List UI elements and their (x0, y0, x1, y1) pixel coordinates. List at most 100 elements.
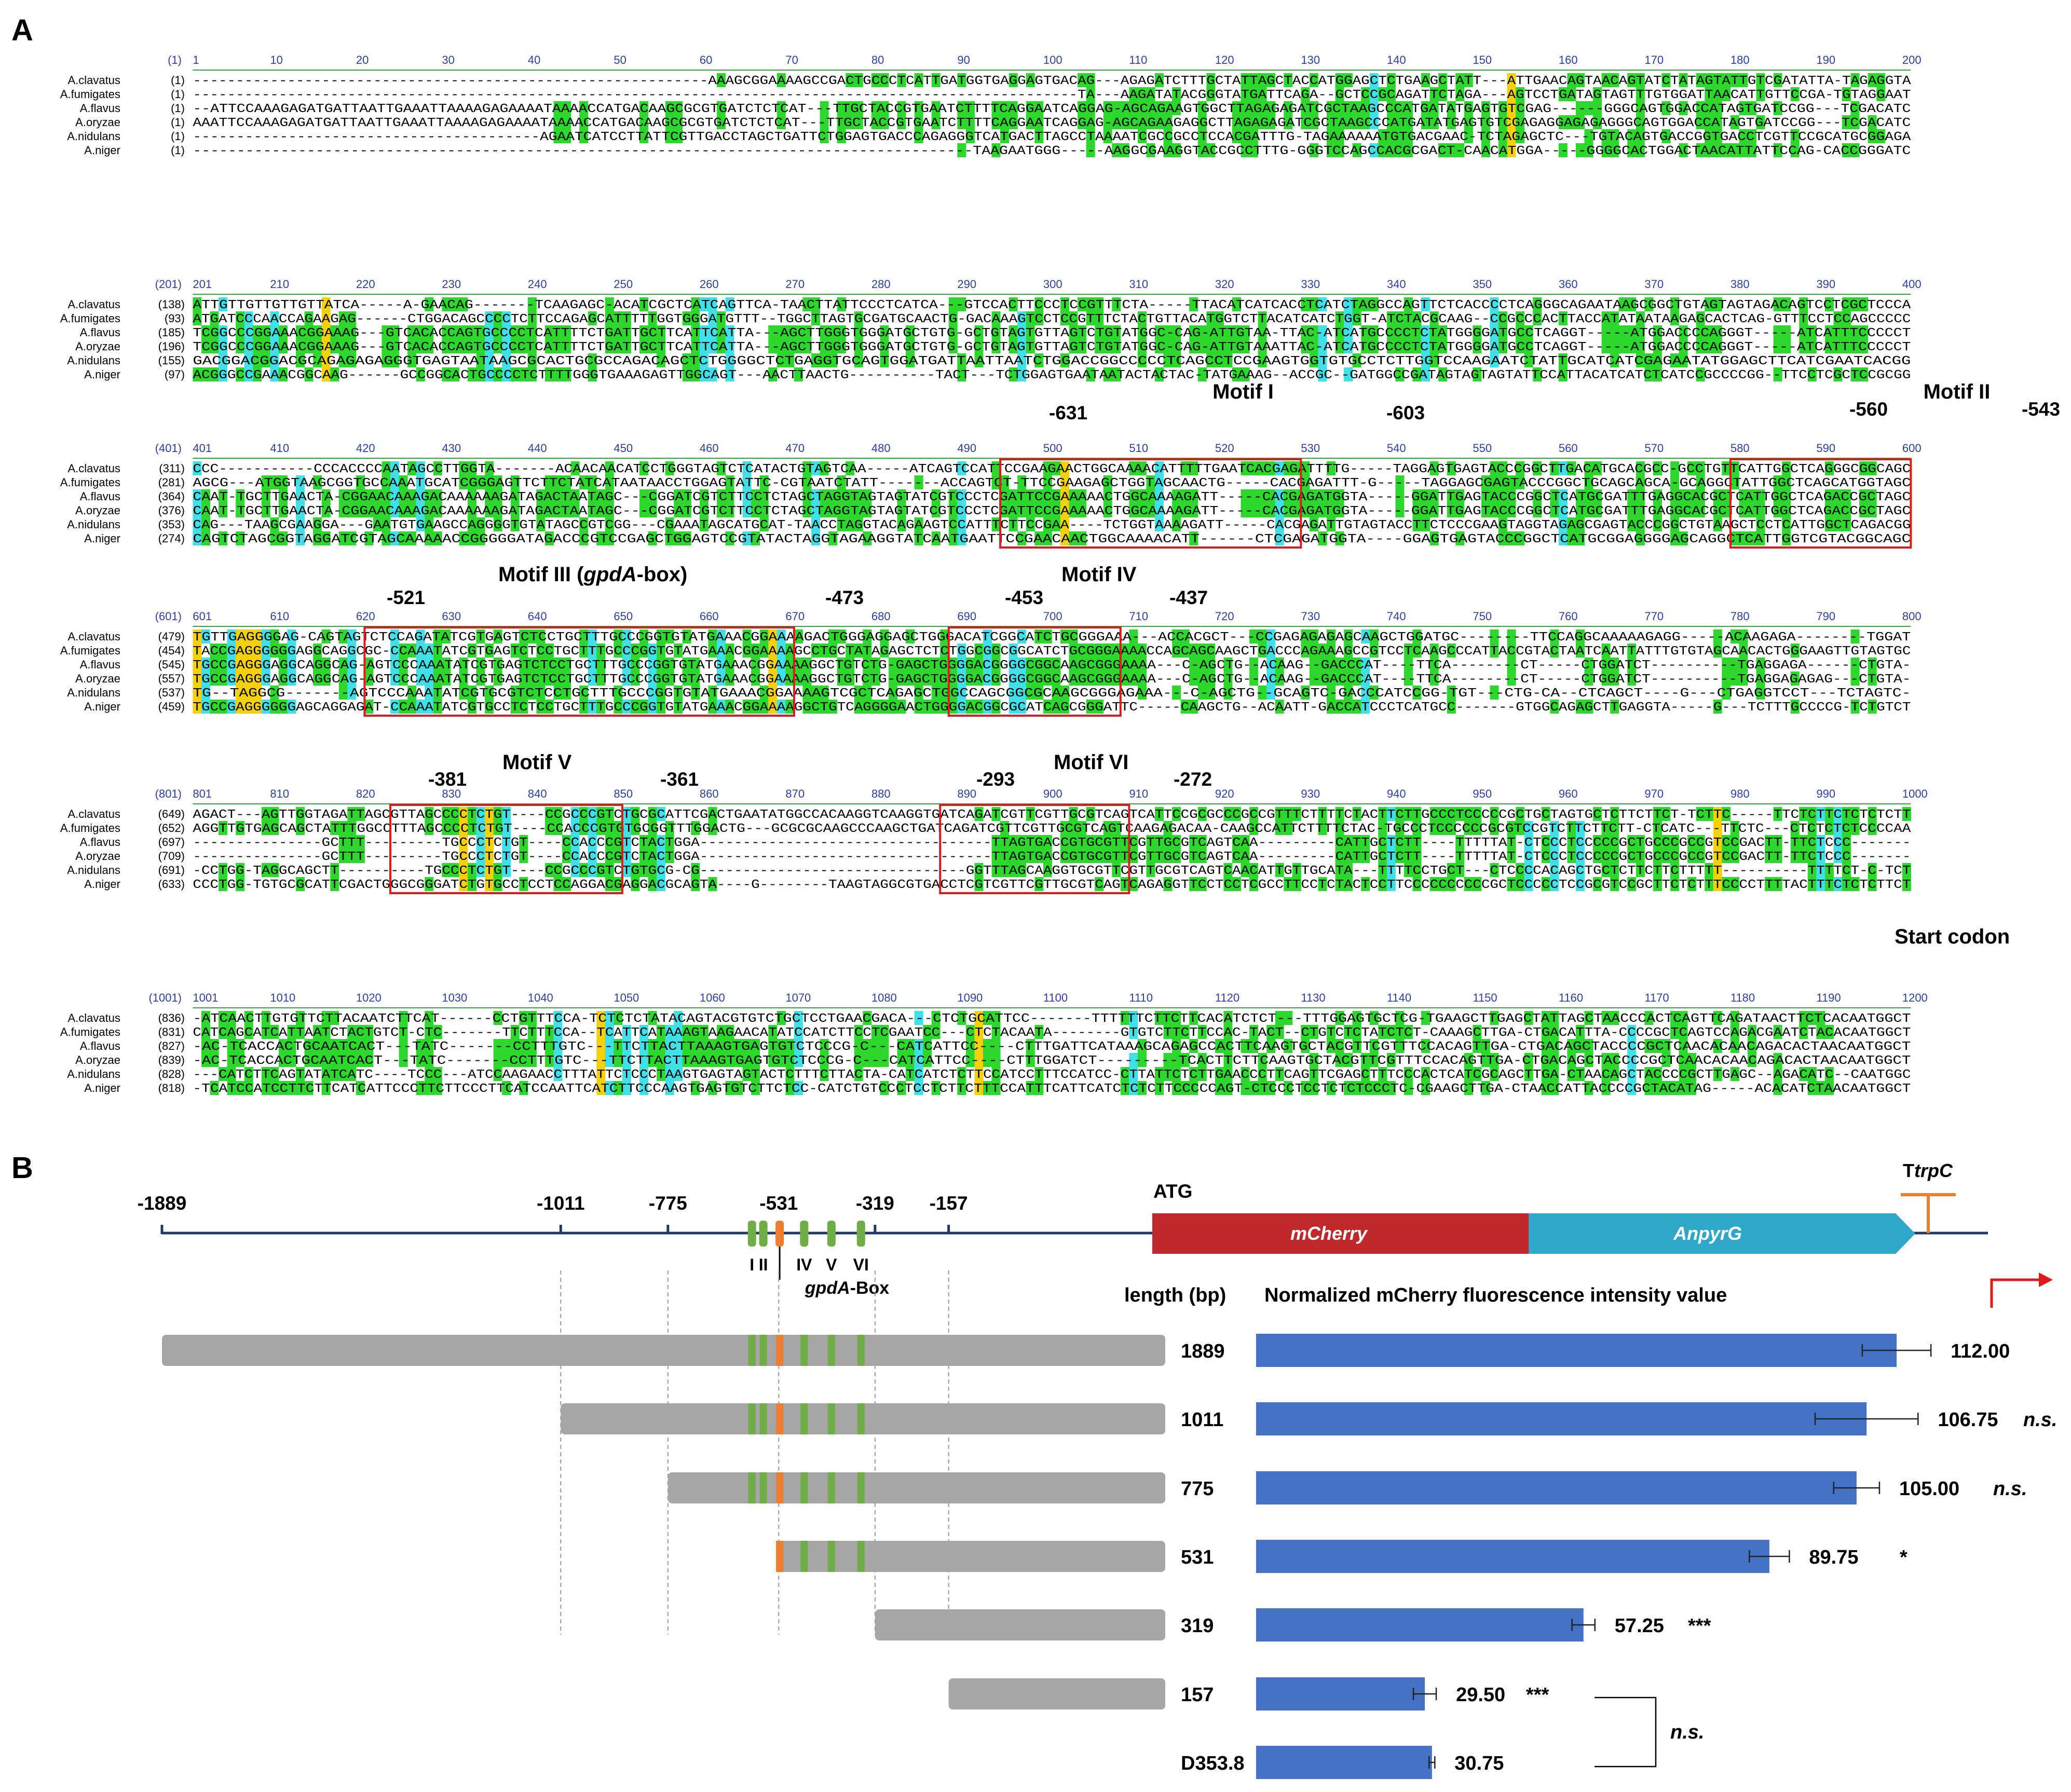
sequence-row: AGACT---AGTTGGTAGATTAGCGTTAGCCCCTCTGT---… (193, 808, 1911, 822)
species-label: A.oryzae (75, 504, 120, 517)
tick-label: 100 (1043, 53, 1062, 66)
tick-label: 1 (193, 53, 199, 66)
tick-label: 750 (1473, 610, 1492, 623)
tick-label: 630 (442, 610, 461, 623)
start-position: (1) (171, 144, 185, 157)
species-label: A.oryzae (75, 850, 120, 863)
motif-label: Motif II (1924, 380, 1991, 403)
bar-value-label: 105.00 (1899, 1478, 1959, 1500)
tick-label: 380 (1731, 278, 1750, 291)
bracket-label: n.s. (1670, 1721, 1704, 1743)
construct-bar (779, 1541, 1165, 1572)
tick-label: 130 (1301, 53, 1320, 66)
bar-value-label: 30.75 (1454, 1753, 1504, 1774)
tick-label: 340 (1387, 278, 1406, 291)
motif-position: -603 (1386, 402, 1425, 423)
tick-label: 240 (528, 278, 547, 291)
alignment-block: (1) 1 10 20 30 40 50 60 70 80 90 100 110 120 130 140 150… (60, 53, 1922, 158)
tick-label: 280 (871, 278, 891, 291)
ns-bracket: n.s. (1595, 1697, 1704, 1768)
map-position-label: -531 (759, 1193, 798, 1214)
construct-length-label: 157 (1181, 1684, 1214, 1706)
tick-label: 390 (1816, 278, 1835, 291)
tick-label: 1150 (1473, 991, 1497, 1004)
start-position: (537) (158, 686, 185, 699)
start-position: (633) (158, 878, 185, 891)
tick-label: 320 (1215, 278, 1234, 291)
tick-label: 410 (270, 442, 289, 455)
construct-motif (800, 1541, 808, 1572)
motif-position: -453 (1005, 587, 1043, 608)
construct-motif (748, 1403, 756, 1434)
sequence-row: -AC-TCACCACTGCAATCACT---TATC-------CCTTT… (193, 1040, 1911, 1054)
species-label: A.niger (84, 700, 120, 713)
tick-label: 770 (1644, 610, 1664, 623)
species-label: A.fumigates (60, 644, 120, 657)
start-position: (185) (158, 326, 185, 339)
construct-length-label: 1889 (1181, 1340, 1225, 1362)
motif-position: -293 (976, 769, 1015, 790)
tick-label: 1010 (270, 991, 295, 1004)
tick-label: 450 (614, 442, 633, 455)
anpyrg-gene (1529, 1213, 1915, 1254)
sequence-row: TACCGAGGGGGGAGGCAGGCGC-CCAAATATCGTGAGTCT… (193, 645, 1911, 659)
tick-label: 910 (1129, 787, 1148, 800)
start-position: (839) (158, 1054, 185, 1066)
motif-position: -381 (428, 769, 467, 790)
motif-position: -543 (2022, 399, 2060, 420)
tick-label: 270 (785, 278, 805, 291)
tick-label: 350 (1473, 278, 1492, 291)
species-label: A.flavus (80, 490, 120, 503)
sequence-row: TGCCGAGGGAGGCAGGCAG-AGTCCCAAATATCGTGAGTC… (193, 673, 1911, 687)
construct-motif (857, 1541, 865, 1572)
tick-label: 680 (871, 610, 891, 623)
start-position: (697) (158, 836, 185, 849)
sequence-row: ---------------GCTTT---------TGCCCTCTGT-… (193, 836, 1911, 850)
tick-label: 730 (1301, 610, 1320, 623)
tick-label: 980 (1731, 787, 1750, 800)
tick-label: 120 (1215, 53, 1234, 66)
construct-length-label: 319 (1181, 1615, 1214, 1637)
map-motif-mark (759, 1221, 768, 1247)
species-label: A.clavatus (68, 630, 121, 643)
tick-label: 30 (442, 53, 454, 66)
motif-label: Motif IV (1061, 563, 1137, 586)
construct-length-label: D353.8 (1181, 1753, 1245, 1774)
tick-label: 10 (270, 53, 282, 66)
tick-label: 580 (1731, 442, 1750, 455)
block-position: (401) (155, 442, 182, 455)
species-label: A.clavatus (68, 1011, 121, 1024)
tick-label: 110 (1129, 53, 1147, 66)
map-position-label: -1011 (537, 1193, 585, 1214)
tick-label: 1020 (356, 991, 382, 1004)
start-position: (353) (158, 518, 185, 531)
map-motif-mark (800, 1221, 809, 1247)
start-position: (652) (158, 822, 185, 835)
species-label: A.clavatus (68, 462, 121, 475)
start-position: (364) (158, 490, 185, 503)
construct-motif (759, 1472, 767, 1503)
construct-length-label: 775 (1181, 1478, 1214, 1500)
sequence-row: TGCCGAGGGGGGAGCAGGAGAT-CCAAATATCGTGCCTCT… (193, 701, 1911, 715)
start-position: (1) (171, 102, 185, 115)
sequence-row: ---------------GCTTT---------TGCCCTCTGT-… (193, 850, 1911, 864)
tick-label: 1180 (1731, 991, 1755, 1004)
tick-label: 1090 (957, 991, 983, 1004)
tick-label: 920 (1215, 787, 1234, 800)
tick-label: 60 (700, 53, 712, 66)
sequence-row: AGCG---ATGGTAAGCGGTGCCAAATGCATCGGGAGTTCT… (193, 476, 1911, 490)
tick-label: 290 (957, 278, 976, 291)
map-motif-label: VI (853, 1255, 869, 1274)
tick-label: 1070 (785, 991, 811, 1004)
sequence-row: CAAT-TGCTTGAACTA-CGGAACAAAGACAAAAAAGATAG… (193, 504, 1911, 518)
construct-motif (800, 1335, 808, 1366)
tick-label: 900 (1043, 787, 1062, 800)
start-position: (649) (158, 808, 185, 820)
sequence-row: TGTTGAGGGGAG-CAGTAGTCTCCAGATATCGTGAGTCTC… (193, 631, 1911, 645)
tick-label: 310 (1129, 278, 1148, 291)
sequence-row: CAAT-TGCTTGAACTA-CGGAACAAAGACAAAAAAGATAG… (193, 490, 1911, 504)
tick-label: 1001 (193, 991, 218, 1004)
tick-label: 560 (1559, 442, 1578, 455)
tick-label: 300 (1043, 278, 1062, 291)
tick-label: 970 (1644, 787, 1664, 800)
